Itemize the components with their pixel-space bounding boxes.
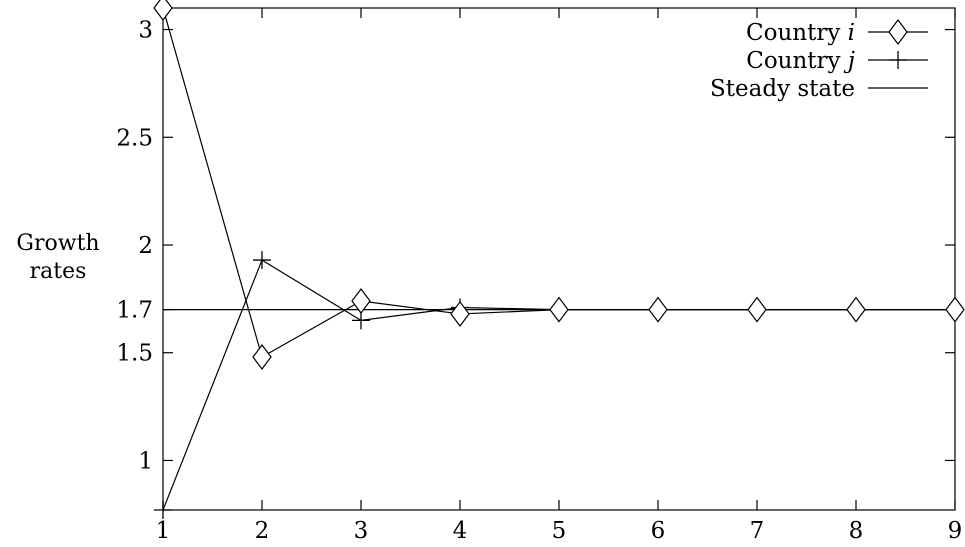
legend-label: Country i [746,20,855,46]
y-tick-label: 1.5 [116,341,153,367]
x-tick-label: 4 [453,518,468,544]
x-tick-label: 9 [948,518,963,544]
x-tick-label: 3 [354,518,369,544]
x-tick-label: 6 [651,518,666,544]
legend-label-italic: i [848,20,855,46]
y-tick-label: 1.7 [116,298,153,324]
legend-label-text: Country [746,20,848,46]
country-i-point [549,296,569,323]
country-j-point [352,311,370,330]
legend-label: Steady state [710,76,855,102]
y-tick-label: 1 [138,448,153,474]
series-markers [153,0,965,519]
y-tick-label: 2.5 [116,125,153,151]
legend-label-text: Steady state [710,76,855,102]
legend-diamond-marker [888,19,908,45]
y-tick-label: 3 [138,18,153,44]
y-axis-label: Growth rates [16,231,99,284]
x-tick-label: 2 [255,518,270,544]
x-tick-label: 7 [750,518,765,544]
country-i-point [252,344,272,371]
country-i-point [648,296,668,323]
country-i-point [450,300,470,327]
x-tick-label: 8 [849,518,864,544]
x-tick-label: 5 [552,518,567,544]
y-tick-label: 2 [138,233,153,259]
country-i-point [747,296,767,323]
legend-plus-marker [889,51,907,69]
legend-label: Country j [746,48,855,74]
country-i-point [945,296,965,323]
country-j-point [154,501,172,519]
country-i-point [153,0,173,21]
axis-ticks: 1 2 3 4 5 6 7 8 9 1 1.5 1.7 2 2.5 3 [116,8,962,544]
y-axis-label-line: Growth [16,231,99,256]
country-i-point [351,288,371,315]
country-j-point [253,251,271,270]
y-axis-label-line: rates [30,259,87,284]
legend-label-text: Country [746,48,848,74]
country-i-point [846,296,866,323]
x-tick-label: 1 [156,518,171,544]
